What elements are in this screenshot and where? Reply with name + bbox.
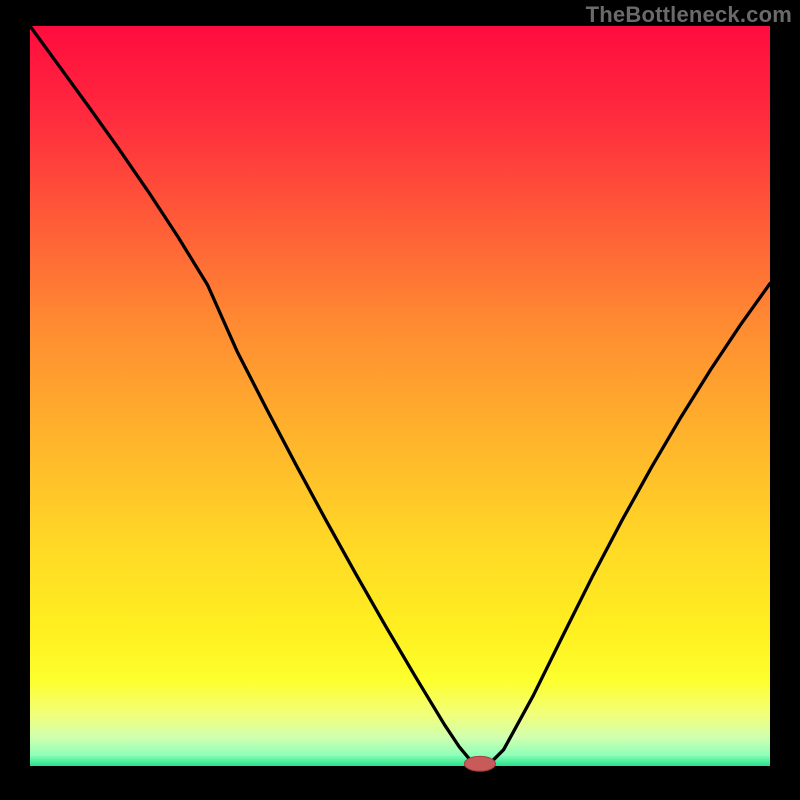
chart-background-gradient: [30, 26, 770, 766]
chart-container: TheBottleneck.com: [0, 0, 800, 800]
watermark-text: TheBottleneck.com: [586, 2, 792, 28]
bottleneck-chart: [0, 0, 800, 800]
optimal-point-marker: [464, 756, 495, 771]
